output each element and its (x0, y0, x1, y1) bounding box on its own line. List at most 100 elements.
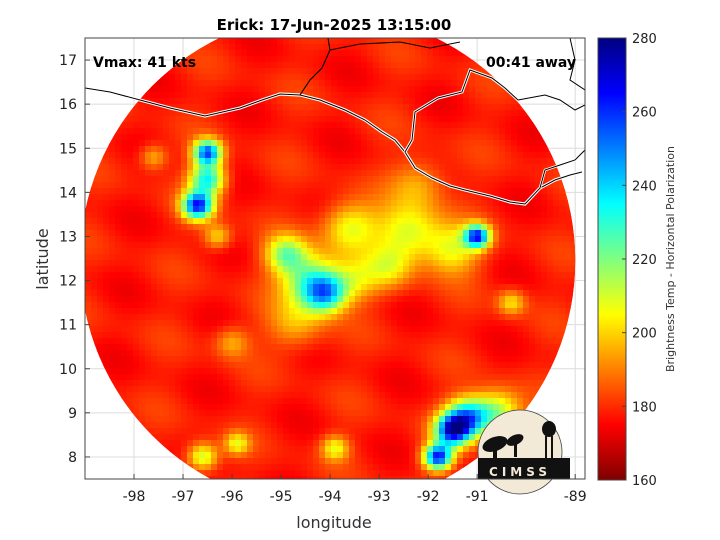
swath-cell (427, 50, 434, 57)
swath-cell (265, 164, 272, 171)
swath-cell (301, 128, 308, 135)
swath-cell (169, 122, 176, 129)
swath-cell (223, 44, 230, 51)
swath-cell (259, 272, 266, 279)
swath-cell (517, 332, 524, 339)
swath-cell (307, 434, 314, 441)
swath-cell (445, 296, 452, 303)
swath-cell (163, 326, 170, 333)
swath-cell (289, 320, 296, 327)
swath-cell (529, 212, 536, 219)
swath-cell (487, 254, 494, 261)
swath-cell (445, 206, 452, 213)
swath-cell (313, 242, 320, 249)
swath-cell (325, 296, 332, 303)
swath-cell (235, 74, 242, 81)
swath-cell (163, 374, 170, 381)
swath-cell (313, 368, 320, 375)
swath-cell (511, 212, 518, 219)
swath-cell (331, 320, 338, 327)
swath-cell (241, 266, 248, 273)
swath-cell (193, 146, 200, 153)
swath-cell (415, 260, 422, 267)
swath-cell (211, 212, 218, 219)
swath-cell (313, 386, 320, 393)
swath-cell (331, 272, 338, 279)
swath-cell (169, 92, 176, 99)
swath-cell (265, 128, 272, 135)
swath-cell (361, 344, 368, 351)
swath-cell (253, 110, 260, 117)
swath-cell (325, 266, 332, 273)
swath-cell (457, 326, 464, 333)
swath-cell (385, 218, 392, 225)
swath-cell (127, 122, 134, 129)
swath-cell (217, 326, 224, 333)
swath-cell (445, 104, 452, 111)
swath-cell (187, 104, 194, 111)
swath-cell (319, 362, 326, 369)
swath-cell (445, 194, 452, 201)
swath-cell (109, 158, 116, 165)
swath-cell (133, 374, 140, 381)
swath-cell (559, 260, 566, 267)
swath-cell (163, 344, 170, 351)
swath-cell (355, 62, 362, 69)
swath-cell (181, 140, 188, 147)
swath-cell (367, 422, 374, 429)
swath-cell (319, 344, 326, 351)
swath-cell (139, 338, 146, 345)
swath-cell (235, 284, 242, 291)
swath-cell (205, 116, 212, 123)
swath-cell (205, 338, 212, 345)
swath-cell (367, 314, 374, 321)
swath-cell (181, 194, 188, 201)
swath-cell (361, 254, 368, 261)
swath-cell (307, 296, 314, 303)
swath-cell (511, 164, 518, 171)
swath-cell (397, 170, 404, 177)
swath-cell (463, 104, 470, 111)
swath-cell (511, 260, 518, 267)
swath-cell (253, 56, 260, 63)
swath-cell (565, 314, 572, 321)
swath-cell (205, 266, 212, 273)
swath-cell (217, 254, 224, 261)
swath-cell (475, 362, 482, 369)
swath-cell (355, 398, 362, 405)
swath-cell (133, 248, 140, 255)
swath-cell (379, 440, 386, 447)
swath-cell (145, 152, 152, 159)
swath-cell (169, 200, 176, 207)
swath-cell (361, 212, 368, 219)
swath-cell (457, 104, 464, 111)
swath-cell (205, 368, 212, 375)
swath-cell (277, 326, 284, 333)
swath-cell (571, 236, 576, 243)
swath-cell (115, 128, 122, 135)
swath-cell (343, 374, 350, 381)
swath-cell (223, 224, 230, 231)
swath-cell (403, 386, 410, 393)
swath-cell (385, 44, 392, 51)
swath-cell (373, 374, 380, 381)
swath-cell (253, 284, 260, 291)
swath-cell (451, 422, 458, 429)
swath-cell (115, 194, 122, 201)
swath-cell (337, 170, 344, 177)
swath-cell (409, 410, 416, 417)
swath-cell (121, 362, 128, 369)
swath-cell (277, 344, 284, 351)
swath-cell (385, 320, 392, 327)
swath-cell (385, 350, 392, 357)
swath-cell (379, 272, 386, 279)
swath-cell (139, 380, 146, 387)
swath-cell (415, 116, 422, 123)
swath-cell (355, 410, 362, 417)
swath-cell (349, 200, 356, 207)
swath-cell (325, 440, 332, 447)
swath-cell (295, 290, 302, 297)
swath-cell (97, 302, 104, 309)
swath-cell (199, 194, 206, 201)
swath-cell (253, 290, 260, 297)
